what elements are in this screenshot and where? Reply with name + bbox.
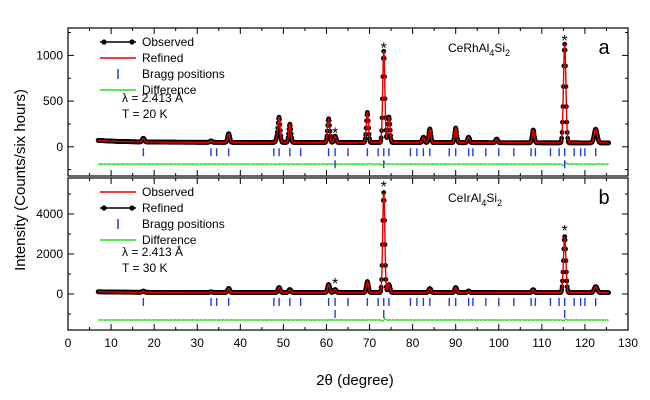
panel-letter: b: [598, 187, 609, 209]
bragg-ticks: [142, 298, 597, 318]
panel-a: * * * 0 500 1000 Observed Refined Bragg position…: [36, 27, 629, 177]
wavelength-label: λ = 2.413 Å: [122, 90, 183, 105]
legend: Observed Refined Bragg positions Difference: [100, 185, 225, 247]
panel-letter: a: [598, 37, 610, 59]
legend-label: Refined: [142, 51, 183, 65]
wavelength-label: λ = 2.413 Å: [122, 244, 183, 259]
impurity-star-label: *: [332, 125, 338, 142]
legend-swatch-observed-dot: [129, 39, 135, 45]
legend-label: Refined: [142, 201, 183, 215]
legend-label: Bragg positions: [142, 67, 225, 81]
legend-swatch-observed-dot: [129, 205, 135, 211]
legend: Observed Refined Bragg positions Difference: [100, 35, 225, 97]
temperature-label: T = 30 K: [122, 261, 167, 275]
x-tick-label: 100: [489, 336, 509, 350]
y-tick-label: 1000: [36, 48, 63, 62]
x-tick-label: 60: [320, 336, 334, 350]
impurity-star-label: *: [562, 33, 568, 50]
refined-curve: [98, 192, 609, 294]
legend-label: Difference: [142, 233, 197, 247]
x-tick-label: 30: [191, 336, 205, 350]
compound-label: CeRhAl4Si2: [448, 41, 510, 58]
x-tick-label: 20: [147, 336, 161, 350]
x-axis-title: 2θ (degree): [316, 372, 394, 389]
difference-curve: [97, 161, 609, 167]
x-tick-label: 120: [575, 336, 595, 350]
bragg-ticks: [142, 148, 597, 169]
impurity-star-label: *: [381, 179, 387, 196]
legend-label: Bragg positions: [142, 217, 225, 231]
x-tick-label: 50: [277, 336, 291, 350]
y-tick-label: 0: [56, 140, 63, 154]
x-tick-label: 90: [449, 336, 463, 350]
y-tick-label: 2000: [36, 247, 63, 261]
x-tick-label: 110: [532, 336, 551, 350]
compound-label: CeIrAl4Si2: [448, 191, 502, 208]
legend-label: Difference: [142, 83, 197, 97]
y-tick-label: 0: [56, 287, 63, 301]
legend-label: Observed: [142, 185, 194, 199]
impurity-star-label: *: [562, 223, 568, 240]
x-tick-label: 80: [406, 336, 420, 350]
legend-swatch-observed-dot: [101, 39, 107, 45]
y-axis-title: Intensity (Counts/six hours): [12, 89, 29, 271]
panel-b: * * * 0 2000 4000 0 10 20 30 40 50 60 70 80 90 100 110 120…: [36, 177, 638, 350]
y-tick-label: 500: [43, 94, 63, 108]
legend-label: Observed: [142, 35, 194, 49]
x-tick-label: 70: [363, 336, 377, 350]
refined-curve: [98, 44, 609, 144]
impurity-star-label: *: [332, 276, 338, 293]
x-tick-label: 40: [234, 336, 248, 350]
x-tick-label: 130: [618, 336, 638, 350]
impurity-star-label: *: [381, 40, 387, 57]
legend-swatch-observed-dot: [101, 205, 107, 211]
temperature-label: T = 20 K: [122, 107, 167, 121]
y-tick-label: 4000: [36, 207, 63, 221]
x-tick-label: 10: [104, 336, 118, 350]
x-tick-label: 0: [65, 336, 72, 350]
difference-curve: [97, 317, 610, 322]
